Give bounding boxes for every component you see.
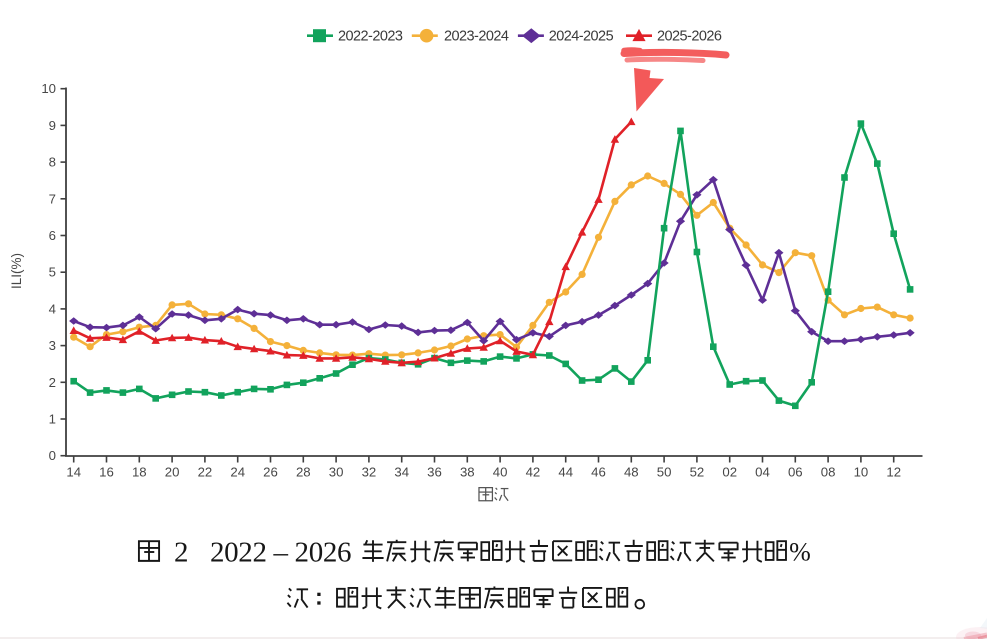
- svg-text:06: 06: [788, 464, 803, 479]
- svg-text:40: 40: [493, 464, 508, 479]
- svg-text:18: 18: [132, 464, 147, 479]
- svg-text:22: 22: [198, 464, 213, 479]
- svg-text:02: 02: [722, 464, 737, 479]
- svg-text:%: %: [789, 538, 811, 567]
- svg-text:2025-2026: 2025-2026: [657, 29, 722, 45]
- svg-text:2: 2: [49, 375, 56, 390]
- svg-text:14: 14: [66, 464, 81, 479]
- svg-text:10: 10: [41, 81, 56, 96]
- svg-text:5: 5: [49, 265, 56, 280]
- svg-text:1: 1: [49, 412, 56, 427]
- svg-text:24: 24: [230, 464, 245, 479]
- svg-text:30: 30: [329, 464, 344, 479]
- svg-text:ILI(%): ILI(%): [9, 253, 24, 289]
- svg-text:0: 0: [49, 448, 56, 463]
- svg-text:16: 16: [99, 464, 114, 479]
- svg-text:04: 04: [755, 464, 770, 479]
- svg-text:8: 8: [49, 155, 56, 170]
- svg-text:20: 20: [165, 464, 180, 479]
- svg-text:42: 42: [526, 464, 541, 479]
- svg-text:3: 3: [49, 338, 56, 353]
- svg-text:48: 48: [624, 464, 639, 479]
- svg-text:52: 52: [690, 464, 705, 479]
- svg-text:2: 2: [174, 537, 189, 569]
- svg-text:9: 9: [49, 118, 56, 133]
- svg-text:36: 36: [427, 464, 442, 479]
- svg-text:4: 4: [49, 301, 56, 316]
- svg-text:26: 26: [263, 464, 278, 479]
- svg-text:10: 10: [854, 464, 869, 479]
- svg-text:38: 38: [460, 464, 475, 479]
- svg-text:2022 – 2026: 2022 – 2026: [210, 537, 351, 569]
- svg-text:2023-2024: 2023-2024: [444, 29, 509, 45]
- svg-text:12: 12: [886, 464, 901, 479]
- svg-text:2022-2023: 2022-2023: [338, 29, 403, 45]
- svg-text:7: 7: [49, 191, 56, 206]
- svg-text:50: 50: [657, 464, 672, 479]
- svg-text:34: 34: [394, 464, 409, 479]
- svg-text:46: 46: [591, 464, 606, 479]
- svg-text:32: 32: [362, 464, 377, 479]
- svg-text:28: 28: [296, 464, 311, 479]
- svg-text:6: 6: [49, 228, 56, 243]
- svg-text:08: 08: [821, 464, 836, 479]
- svg-text:44: 44: [558, 464, 573, 479]
- svg-text:2024-2025: 2024-2025: [549, 29, 614, 45]
